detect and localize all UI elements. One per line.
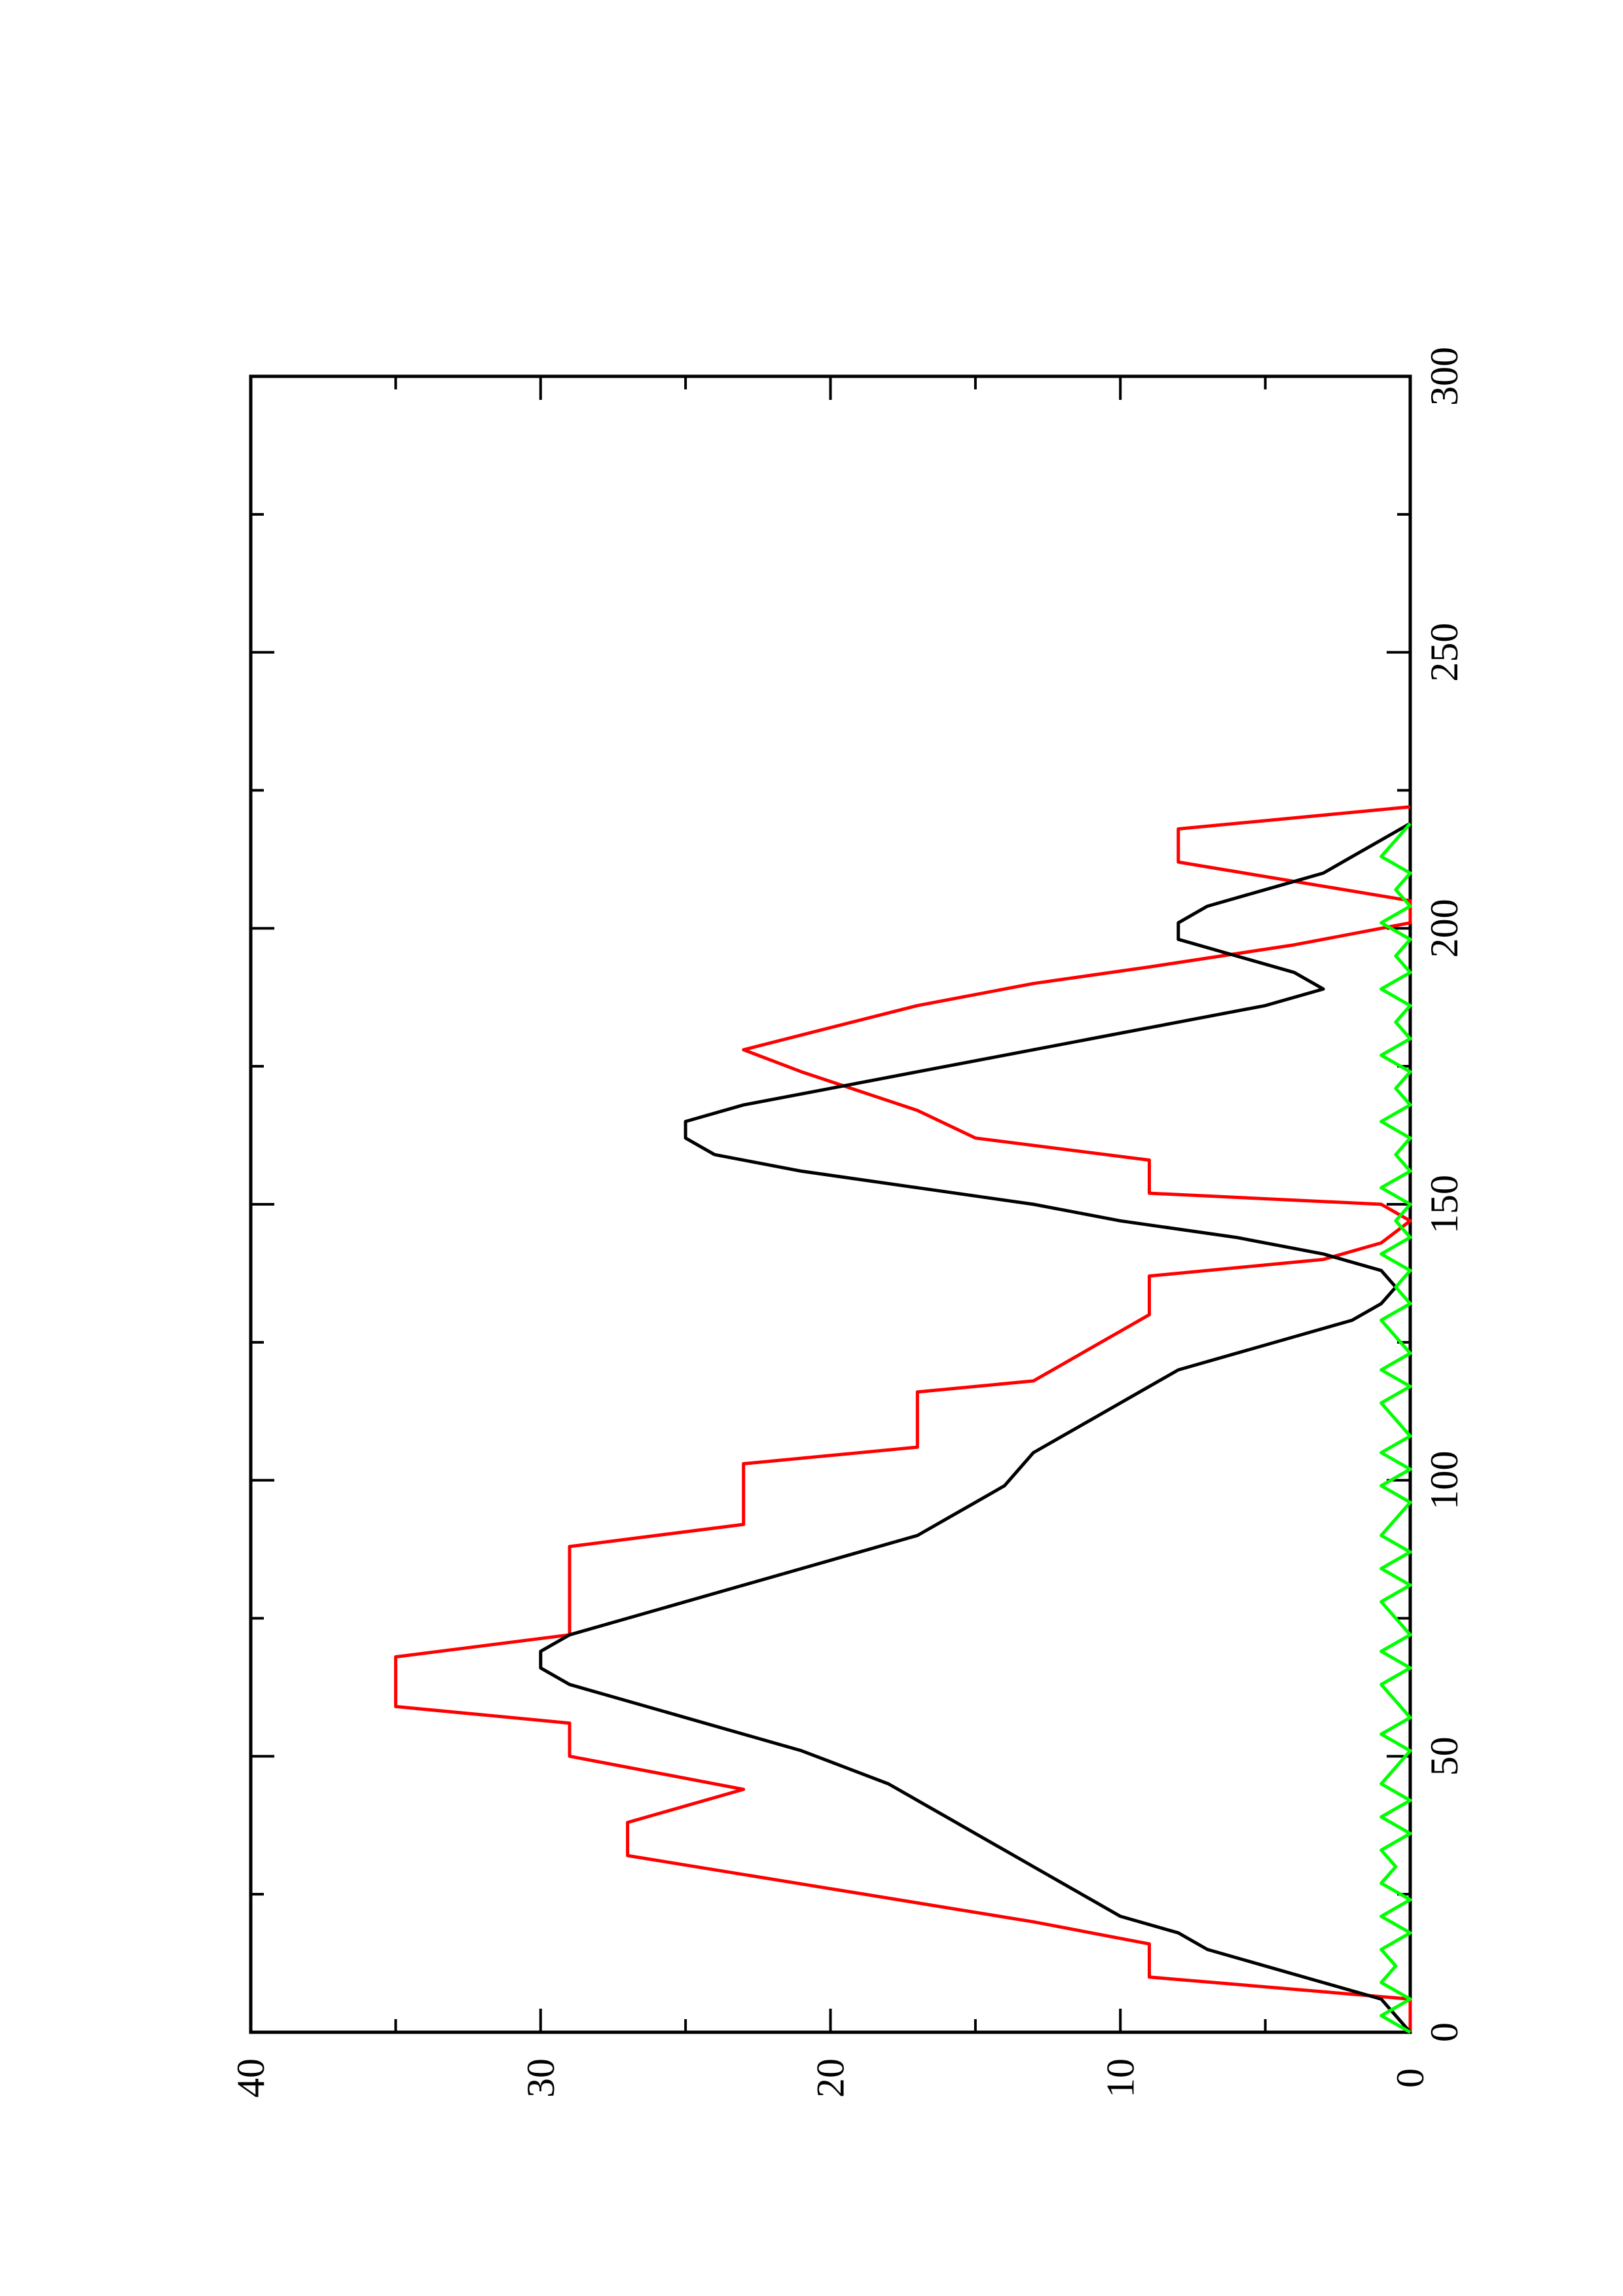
y-axis-ticks: 0 10 20 30 40 — [229, 376, 1432, 2098]
y-tick-label: 30 — [519, 2058, 562, 2098]
x-tick-label: 250 — [1423, 623, 1466, 682]
x-tick-label: 50 — [1423, 1736, 1466, 1776]
y-tick-label: 0 — [1389, 2068, 1432, 2088]
x-tick-label: 0 — [1423, 2022, 1466, 2042]
x-axis-ticks: 0 50 100 150 200 250 300 — [251, 347, 1466, 2042]
y-tick-label: 40 — [229, 2058, 272, 2098]
x-tick-label: 300 — [1423, 347, 1466, 406]
series-red-line — [393, 805, 1412, 2032]
series-black-line — [539, 821, 1412, 2034]
series-layer — [393, 805, 1412, 2034]
y-tick-label: 10 — [1099, 2058, 1142, 2098]
x-tick-label: 150 — [1423, 1175, 1466, 1234]
x-tick-label: 100 — [1423, 1451, 1466, 1510]
y-tick-label: 20 — [809, 2058, 852, 2098]
plot-frame — [249, 374, 1412, 2034]
x-tick-label: 200 — [1423, 899, 1466, 958]
series-green-line — [1379, 822, 1412, 2034]
